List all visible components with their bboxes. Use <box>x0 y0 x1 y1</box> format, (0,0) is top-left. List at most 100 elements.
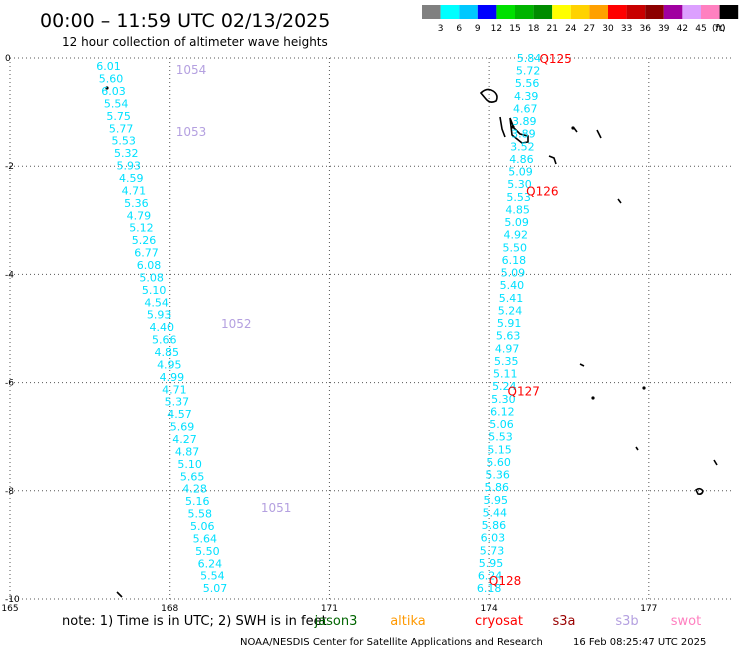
swh-value: 4.85 <box>505 203 530 216</box>
coastline-shapes <box>105 86 718 598</box>
legend-swatch <box>515 5 534 19</box>
legend-bin-label: 21 <box>546 24 557 34</box>
island-outline <box>479 88 498 103</box>
swh-value: 5.36 <box>124 197 149 210</box>
y-tick-label: -8 <box>5 487 14 497</box>
swh-value: 5.10 <box>177 458 202 471</box>
legend-swatch <box>552 5 571 19</box>
legend-swatch <box>626 5 646 19</box>
legend-bin-label: 24 <box>565 24 577 34</box>
swh-value: 4.79 <box>127 209 152 222</box>
swh-value: 5.06 <box>190 520 215 533</box>
swh-value: 4.97 <box>495 342 520 355</box>
swh-value: 3.89 <box>511 128 536 141</box>
swh-value: 4.92 <box>503 229 528 242</box>
footer-generated: 16 Feb 08:25:47 UTC 2025 <box>573 637 706 648</box>
swh-value: 6.12 <box>490 405 515 418</box>
swh-value: 5.54 <box>200 570 225 583</box>
swh-value: 5.32 <box>114 147 139 160</box>
island-outline <box>116 591 123 598</box>
island-dot <box>591 396 595 400</box>
swh-value: 6.01 <box>96 60 121 73</box>
swh-value: 3.52 <box>510 140 535 153</box>
x-tick-label: 174 <box>481 604 498 614</box>
swh-value: 5.63 <box>496 330 521 343</box>
swh-value: 5.24 <box>492 380 517 393</box>
swh-value: 5.36 <box>485 469 510 482</box>
satellite-label: s3a <box>552 614 575 629</box>
legend-bin-label: 36 <box>639 24 651 34</box>
legend-swatch <box>589 5 608 19</box>
island-dot <box>105 86 109 90</box>
legend-bin-label: 33 <box>621 24 632 34</box>
swh-value: 6.08 <box>137 259 162 272</box>
track-marker: Q127 <box>508 385 540 399</box>
swh-value: 5.72 <box>516 65 541 78</box>
swh-value: 5.26 <box>132 234 157 247</box>
x-tick-label: 171 <box>321 604 338 614</box>
island-outline <box>499 116 506 138</box>
legend-bin-label: 12 <box>491 24 502 34</box>
legend-bin-label: 27 <box>584 24 595 34</box>
swh-value: 4.85 <box>155 346 180 359</box>
swh-value: 5.06 <box>489 418 514 431</box>
swh-value: 4.95 <box>157 358 182 371</box>
swh-value: 5.84 <box>517 52 542 65</box>
swh-value: 5.73 <box>480 544 505 557</box>
swh-value: 3.89 <box>512 115 537 128</box>
legend-swatch <box>440 5 460 19</box>
swh-value: 5.95 <box>479 557 504 570</box>
y-tick-label: -2 <box>5 162 14 172</box>
swh-value: 6.18 <box>502 254 527 267</box>
swh-value: 5.77 <box>109 122 134 135</box>
legend-unit: (ft) <box>712 24 726 34</box>
plot-area <box>10 58 734 599</box>
swh-value: 5.35 <box>494 355 519 368</box>
satellite-label: altika <box>390 614 426 629</box>
swh-value: 6.03 <box>101 85 126 98</box>
chart-subtitle: 12 hour collection of altimeter wave hei… <box>62 35 328 49</box>
legend-swatch <box>701 5 720 19</box>
legend-swatch <box>570 5 590 19</box>
swh-value: 5.53 <box>506 191 531 204</box>
island-outline <box>573 127 578 133</box>
swh-value: 5.58 <box>187 508 212 521</box>
island-dot <box>511 125 515 129</box>
swh-value: 6.03 <box>481 532 506 545</box>
swh-value: 4.86 <box>509 153 534 166</box>
footer-note: note: 1) Time is in UTC; 2) SWH is in fe… <box>62 614 327 629</box>
swh-value: 5.69 <box>170 421 195 434</box>
swh-value: 5.56 <box>515 77 540 90</box>
swh-value: 5.07 <box>203 582 228 595</box>
swh-value: 4.40 <box>149 321 174 334</box>
legend-bin-label: 9 <box>475 24 481 34</box>
satellite-label: jason3 <box>314 614 358 629</box>
track-marker: 1053 <box>176 125 207 139</box>
swh-value: 4.87 <box>175 445 200 458</box>
swh-value: 5.12 <box>129 222 154 235</box>
island-outline <box>548 155 557 165</box>
swh-value: 4.71 <box>162 383 187 396</box>
y-tick-label: -6 <box>5 379 14 389</box>
swh-value: 5.64 <box>193 532 218 545</box>
legend-swatch <box>663 5 683 19</box>
swh-value: 5.16 <box>185 495 210 508</box>
grid-lines <box>9 57 734 600</box>
legend-bin-label: 45 <box>695 24 706 34</box>
legend-swatch <box>719 5 739 19</box>
satellite-legend: jason3 altika cryosat s3a s3b swot <box>314 614 702 629</box>
swh-value: 5.53 <box>111 135 136 148</box>
color-legend: 3 6 9 12 15 18 21 24 27 30 33 36 39 42 45 70 <box>422 5 739 34</box>
swh-value: 4.28 <box>182 483 207 496</box>
track-markers: 1054 1053 1052 1051 Q125 Q126 Q127 Q128 <box>176 52 572 588</box>
swh-value: 5.86 <box>482 519 507 532</box>
y-tick-label: 0 <box>5 54 11 64</box>
swh-value: 5.65 <box>180 470 205 483</box>
swh-value: 5.44 <box>483 506 508 519</box>
swh-value: 6.24 <box>198 557 223 570</box>
swh-value: 5.30 <box>491 393 516 406</box>
x-tick-label: 177 <box>640 604 657 614</box>
legend-bin-label: 15 <box>509 24 520 34</box>
island-outline <box>694 487 704 495</box>
